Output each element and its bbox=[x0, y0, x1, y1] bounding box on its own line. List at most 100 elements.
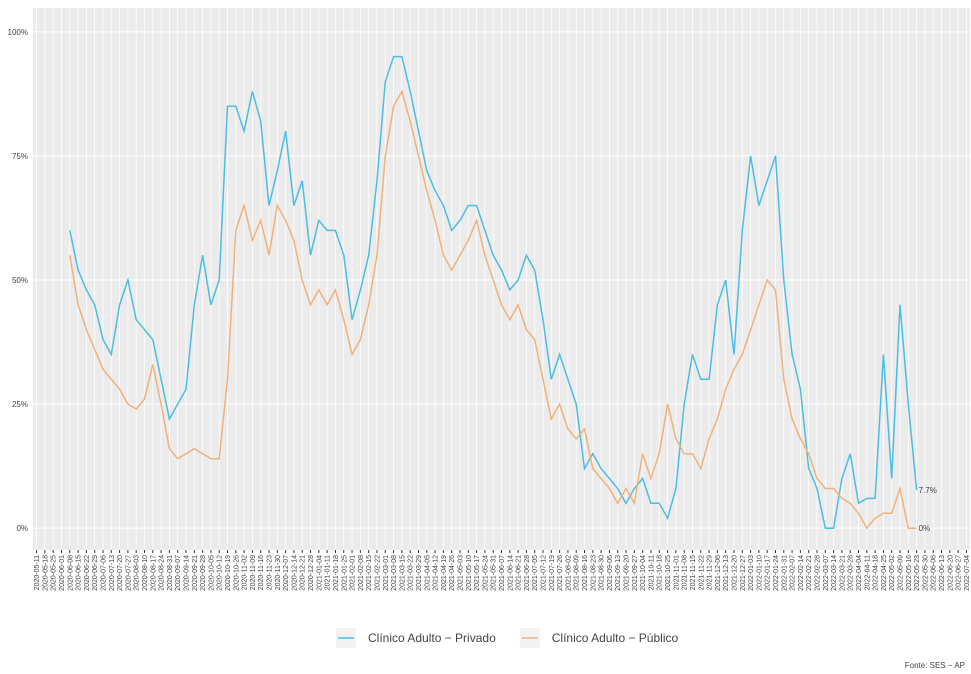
x-tick-label: 2020-12-28 bbox=[308, 555, 315, 591]
legend-label: Clínico Adulto − Público bbox=[552, 631, 679, 645]
y-tick-label: 75% bbox=[12, 152, 28, 161]
x-tick-label: 2022-01-31 bbox=[781, 555, 788, 591]
x-tick-label: 2022-06-27 bbox=[956, 555, 963, 591]
x-tick-label: 2021-09-06 bbox=[607, 555, 614, 591]
x-tick-label: 2020-09-21 bbox=[192, 555, 199, 591]
x-tick-label: 2021-03-01 bbox=[383, 555, 390, 591]
x-tick-label: 2021-06-28 bbox=[524, 555, 531, 591]
x-tick-label: 2022-01-03 bbox=[748, 555, 755, 591]
x-tick-label: 2020-09-14 bbox=[184, 555, 191, 591]
x-tick-label: 2021-12-27 bbox=[740, 555, 747, 591]
x-tick-label: 2022-01-24 bbox=[773, 555, 780, 591]
x-tick-label: 2021-02-01 bbox=[350, 555, 357, 591]
x-tick-label: 2020-07-20 bbox=[117, 555, 124, 591]
x-tick-label: 2021-02-08 bbox=[358, 555, 365, 591]
x-tick-label: 2021-01-11 bbox=[325, 555, 332, 590]
x-tick-label: 2022-05-23 bbox=[914, 555, 921, 591]
x-tick-label: 2020-12-07 bbox=[283, 555, 290, 591]
x-tick-label: 2021-09-13 bbox=[615, 555, 622, 591]
x-tick-label: 2022-05-30 bbox=[922, 555, 929, 591]
x-tick-label: 2020-07-13 bbox=[109, 555, 116, 591]
x-tick-label: 2021-11-22 bbox=[698, 555, 705, 590]
x-tick-label: 2021-11-01 bbox=[673, 555, 680, 590]
x-tick-label: 2021-10-25 bbox=[665, 555, 672, 591]
x-tick-label: 2020-09-28 bbox=[200, 555, 207, 591]
x-tick-label: 2021-01-18 bbox=[333, 555, 340, 591]
x-tick-label: 2020-11-16 bbox=[258, 555, 265, 590]
x-tick-label: 2020-06-22 bbox=[84, 555, 91, 591]
x-tick-label: 2021-10-11 bbox=[648, 555, 655, 590]
x-tick-label: 2020-10-19 bbox=[225, 555, 232, 591]
x-tick-label: 2022-07-04 bbox=[964, 555, 971, 591]
x-tick-label: 2021-11-15 bbox=[690, 555, 697, 590]
x-tick-label: 2021-01-04 bbox=[316, 555, 323, 591]
x-tick-label: 2021-12-20 bbox=[731, 555, 738, 591]
x-tick-label: 2020-12-14 bbox=[291, 555, 298, 591]
x-tick-label: 2021-03-15 bbox=[399, 555, 406, 591]
x-tick-label: 2021-02-22 bbox=[374, 555, 381, 591]
x-tick-label: 2021-08-09 bbox=[574, 555, 581, 591]
x-tick-label: 2021-05-17 bbox=[474, 555, 481, 591]
x-tick-label: 2021-12-06 bbox=[715, 555, 722, 591]
x-tick-label: 2021-10-18 bbox=[657, 555, 664, 591]
x-tick-label: 2022-04-04 bbox=[856, 555, 863, 591]
x-tick-label: 2021-06-14 bbox=[507, 555, 514, 591]
x-tick-label: 2021-08-16 bbox=[582, 555, 589, 591]
x-tick-label: 2021-04-05 bbox=[424, 555, 431, 591]
x-tick-label: 2020-11-30 bbox=[275, 555, 282, 590]
x-tick-label: 2020-10-05 bbox=[208, 555, 215, 591]
x-tick-label: 2021-04-12 bbox=[433, 555, 440, 591]
caption: Fonte: SES − AP bbox=[905, 661, 965, 670]
x-tick-label: 2022-01-17 bbox=[765, 555, 772, 591]
x-tick-label: 2022-05-02 bbox=[889, 555, 896, 591]
x-tick-label: 2021-04-19 bbox=[441, 555, 448, 591]
x-tick-label: 2022-01-10 bbox=[756, 555, 763, 591]
x-tick-label: 2020-09-07 bbox=[175, 555, 182, 591]
series-line bbox=[69, 55, 918, 529]
x-tick-label: 2021-08-23 bbox=[590, 555, 597, 591]
x-tick-label: 2021-04-26 bbox=[449, 555, 456, 591]
x-tick-label: 2021-01-25 bbox=[341, 555, 348, 591]
x-tick-label: 2021-05-31 bbox=[491, 555, 498, 591]
x-tick-label: 2020-07-06 bbox=[100, 555, 107, 591]
x-tick-label: 2020-08-10 bbox=[142, 555, 149, 591]
end-label: 0% bbox=[919, 524, 931, 533]
x-tick-label: 2020-06-15 bbox=[76, 555, 83, 591]
y-tick-label: 100% bbox=[8, 28, 28, 37]
x-tick-label: 2020-11-09 bbox=[250, 555, 257, 590]
series-line bbox=[69, 89, 917, 530]
x-tick-label: 2021-10-04 bbox=[640, 555, 647, 591]
x-tick-label: 2020-06-08 bbox=[67, 555, 74, 591]
x-tick-label: 2022-05-09 bbox=[898, 555, 905, 591]
x-tick-label: 2021-12-13 bbox=[723, 555, 730, 591]
x-tick-label: 2021-06-07 bbox=[499, 555, 506, 591]
x-tick-label: 2022-05-16 bbox=[906, 555, 913, 591]
x-tick-label: 2022-06-13 bbox=[939, 555, 946, 591]
x-tick-label: 2020-06-01 bbox=[59, 555, 66, 591]
x-tick-label: 2021-02-15 bbox=[366, 555, 373, 591]
x-tick-label: 2022-03-07 bbox=[823, 555, 830, 591]
x-tick-label: 2021-05-24 bbox=[482, 555, 489, 591]
x-tick-label: 2020-07-27 bbox=[125, 555, 132, 591]
x-tick-label: 2021-03-29 bbox=[416, 555, 423, 591]
x-tick-label: 2021-05-10 bbox=[466, 555, 473, 591]
x-tick-label: 2022-04-18 bbox=[873, 555, 880, 591]
x-tick-label: 2020-08-31 bbox=[167, 555, 174, 591]
x-tick-label: 2020-05-18 bbox=[42, 555, 49, 591]
y-tick-label: 0% bbox=[16, 524, 28, 533]
x-tick-label: 2020-05-11 bbox=[34, 555, 41, 590]
x-tick-label: 2021-03-22 bbox=[408, 555, 415, 591]
x-tick-label: 2022-04-25 bbox=[881, 555, 888, 591]
x-tick-label: 2021-03-08 bbox=[391, 555, 398, 591]
x-tick-label: 2021-06-21 bbox=[516, 555, 523, 591]
x-tick-label: 2021-07-19 bbox=[549, 555, 556, 591]
x-tick-label: 2022-03-28 bbox=[848, 555, 855, 591]
x-tick-label: 2020-10-12 bbox=[217, 555, 224, 591]
x-tick-label: 2020-11-23 bbox=[267, 555, 274, 590]
x-tick-label: 2021-09-20 bbox=[624, 555, 631, 591]
x-tick-label: 2020-11-02 bbox=[242, 555, 249, 590]
x-tick-label: 2022-02-21 bbox=[806, 555, 813, 591]
x-tick-label: 2022-02-14 bbox=[798, 555, 805, 591]
x-tick-label: 2021-08-02 bbox=[565, 555, 572, 591]
